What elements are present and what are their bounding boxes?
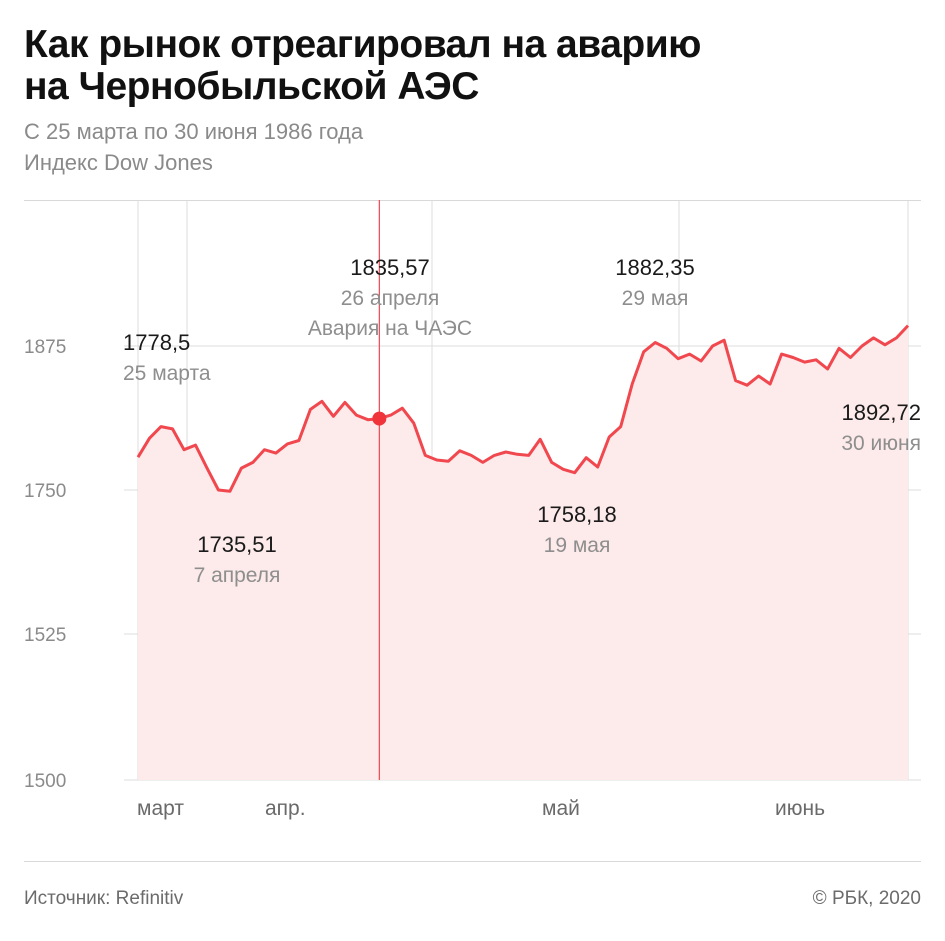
event-marker-dot: [372, 411, 387, 426]
copyright-label: © РБК, 2020: [812, 888, 921, 909]
annotation-date: 25 марта: [123, 362, 211, 385]
x-axis-ticks: март апр. май июнь: [137, 797, 825, 820]
annotation-value: 1758,18: [537, 502, 617, 527]
annotation-date: 19 мая: [544, 534, 611, 557]
annotation-date: 7 апреля: [194, 564, 281, 587]
series-line: [136, 324, 910, 493]
annotation-2: 1835,57 26 апреля Авария на ЧАЭС: [308, 255, 472, 340]
x-tick-label-1: апр.: [265, 797, 306, 820]
annotation-value: 1892,72: [841, 400, 921, 425]
annotation-5: 1892,72 30 июня: [841, 400, 921, 455]
annotation-value: 1835,57: [350, 255, 430, 280]
series-area-fill: [138, 325, 908, 780]
top-divider: [24, 200, 921, 201]
x-tick-label-3: июнь: [775, 797, 825, 820]
y-tick-label-1: 1525: [24, 625, 66, 646]
annotation-value: 1882,35: [615, 255, 695, 280]
subtitle-index-name: Индекс Dow Jones: [24, 150, 213, 175]
chart-subtitle: С 25 марта по 30 июня 1986 года Индекс D…: [24, 116, 363, 178]
annotation-3: 1758,18 19 мая: [537, 502, 617, 557]
bottom-divider: [24, 861, 921, 862]
annotation-value: 1778,5: [123, 330, 190, 355]
title-line-1: Как рынок отреагировал на аварию: [24, 23, 702, 66]
annotation-4: 1882,35 29 мая: [615, 255, 695, 310]
annotation-0: 1778,5 25 марта: [123, 330, 211, 385]
y-tick-label-2: 1750: [24, 481, 66, 502]
y-tick-label-3: 1875: [24, 337, 66, 358]
annotation-date: 29 мая: [622, 287, 689, 310]
annotation-date: 26 апреля: [341, 287, 440, 310]
source-label: Источник: Refinitiv: [24, 888, 184, 909]
y-axis-ticks: 1500 1525 1750 1875: [24, 337, 66, 792]
annotation-1: 1735,51 7 апреля: [194, 532, 281, 587]
x-tick-label-0: март: [137, 797, 184, 820]
dow-jones-chart: 1500 1525 1750 1875 март апр. май июнь 1778,5 2…: [24, 200, 921, 820]
annotations: 1778,5 25 марта 1735,51 7 апреля 1835,57 26 а…: [123, 255, 921, 587]
subtitle-date-range: С 25 марта по 30 июня 1986 года: [24, 119, 364, 144]
title-line-2: на Чернобыльской АЭС: [24, 65, 479, 108]
annotation-note: Авария на ЧАЭС: [308, 317, 472, 340]
annotation-value: 1735,51: [197, 532, 277, 557]
y-tick-label-0: 1500: [24, 771, 66, 792]
annotation-date: 30 июня: [841, 432, 921, 455]
x-tick-label-2: май: [542, 797, 580, 820]
chart-title: Как рынок отреагировал на аварию на Черн…: [24, 23, 702, 108]
